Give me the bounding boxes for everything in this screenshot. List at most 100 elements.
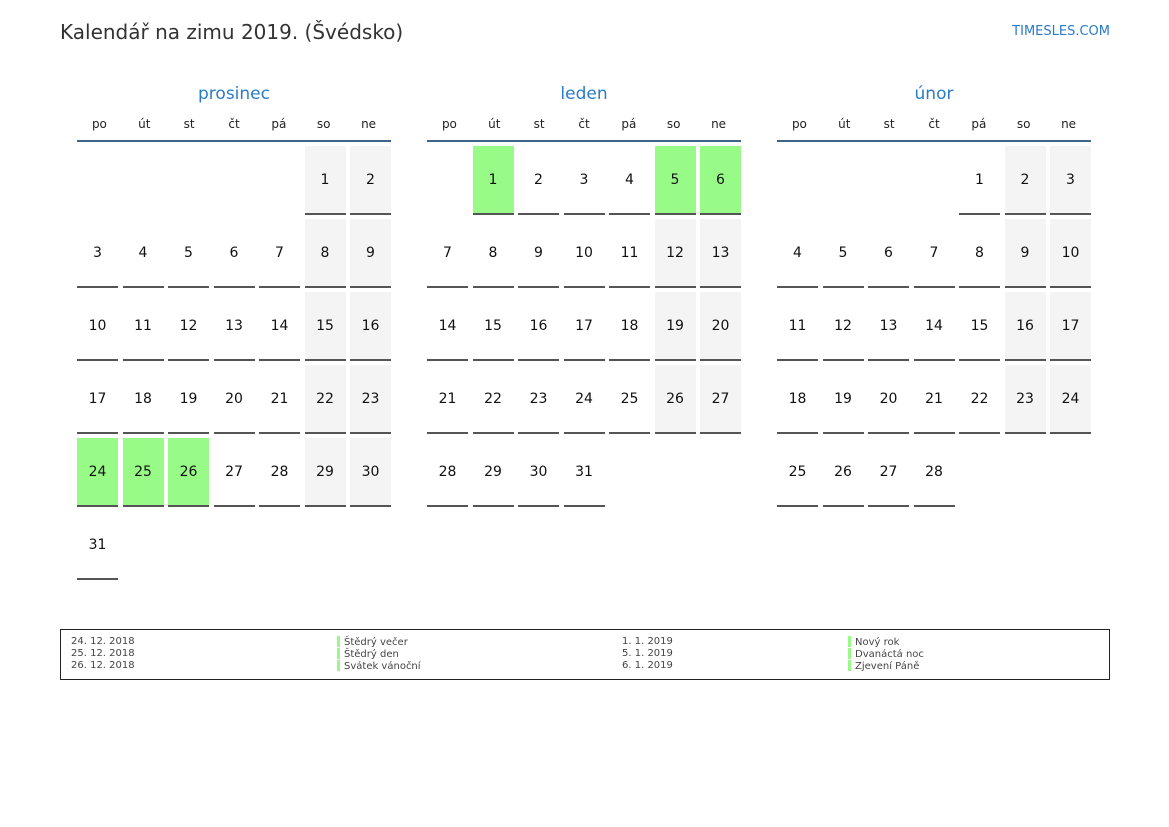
day-cell: 6 xyxy=(868,219,909,288)
holiday-color-marker xyxy=(337,648,340,659)
day-cell: 9 xyxy=(350,219,391,288)
day-cell: 23 xyxy=(350,365,391,434)
weekday-label: po xyxy=(91,117,107,131)
legend-name: Štědrý den xyxy=(344,649,399,660)
day-cell: 25 xyxy=(122,438,164,507)
day-cell: 26 xyxy=(822,438,864,507)
day-cell: 23 xyxy=(518,365,559,434)
weekday-label: čt xyxy=(578,117,590,131)
weekday-label: út xyxy=(488,117,501,131)
day-cell: 24 xyxy=(563,365,605,434)
day-cell: 24 xyxy=(77,438,118,507)
holiday-color-marker xyxy=(848,660,851,671)
legend-name: Štědrý večer xyxy=(344,637,408,648)
weekday-label: ne xyxy=(361,117,377,131)
day-cell: 8 xyxy=(304,219,346,288)
month-name: prosinec xyxy=(198,84,270,104)
day-cell: 20 xyxy=(213,365,255,434)
day-cell: 25 xyxy=(777,438,818,507)
day-cell: 29 xyxy=(304,438,346,507)
weekday-label: so xyxy=(316,117,331,131)
day-cell: 21 xyxy=(427,365,468,434)
day-cell: 16 xyxy=(518,292,559,361)
day-cell: 25 xyxy=(609,365,650,434)
day-cell: 18 xyxy=(122,365,164,434)
brand-link[interactable]: TIMESLES.COM xyxy=(1012,24,1110,39)
weekday-label: so xyxy=(1016,117,1031,131)
day-cell: 15 xyxy=(959,292,1000,361)
legend-name: Dvanáctá noc xyxy=(855,649,924,660)
day-cell: 21 xyxy=(913,365,955,434)
day-cell: 9 xyxy=(518,219,559,288)
day-cell: 15 xyxy=(472,292,514,361)
day-cell: 12 xyxy=(822,292,864,361)
day-cell: 5 xyxy=(822,219,864,288)
day-cell: 4 xyxy=(609,146,650,215)
day-cell: 22 xyxy=(304,365,346,434)
day-cell: 23 xyxy=(1004,365,1046,434)
day-cell: 5 xyxy=(168,219,209,288)
day-cell: 18 xyxy=(609,292,650,361)
legend-date: 1. 1. 2019 xyxy=(622,636,673,647)
legend-holiday: Dvanáctá noc xyxy=(848,648,924,661)
day-cell: 20 xyxy=(700,292,741,361)
day-cell: 6 xyxy=(700,146,741,215)
weekday-label: st xyxy=(183,117,195,131)
legend-holiday: Zjevení Páně xyxy=(848,660,919,673)
day-cell: 5 xyxy=(654,146,696,215)
holiday-color-marker xyxy=(848,648,851,659)
weekday-label: so xyxy=(666,117,681,131)
legend-date: 6. 1. 2019 xyxy=(622,660,673,671)
day-cell: 2 xyxy=(518,146,559,215)
day-cell: 19 xyxy=(822,365,864,434)
day-cell: 17 xyxy=(563,292,605,361)
legend-date: 24. 12. 2018 xyxy=(71,636,135,647)
day-cell: 15 xyxy=(304,292,346,361)
day-cell: 2 xyxy=(1004,146,1046,215)
day-cell: 2 xyxy=(350,146,391,215)
day-cell: 8 xyxy=(472,219,514,288)
day-cell: 9 xyxy=(1004,219,1046,288)
holiday-legend: 24. 12. 2018 Štědrý večer 25. 12. 2018 Štěd… xyxy=(60,629,1110,680)
day-cell: 10 xyxy=(563,219,605,288)
day-cell: 1 xyxy=(959,146,1000,215)
day-cell: 7 xyxy=(427,219,468,288)
month-1: leden po út st čt pá so ne 1 2 3 4 5 6 7 8 9 10 11 12 13 14… xyxy=(427,84,741,507)
day-cell: 13 xyxy=(868,292,909,361)
day-cell: 7 xyxy=(259,219,300,288)
day-cell: 19 xyxy=(654,292,696,361)
day-cell: 1 xyxy=(472,146,514,215)
day-cell: 16 xyxy=(1004,292,1046,361)
legend-holiday: Svátek vánoční xyxy=(337,660,421,673)
day-cell: 12 xyxy=(168,292,209,361)
legend-date: 5. 1. 2019 xyxy=(622,648,673,659)
holiday-color-marker xyxy=(848,636,851,647)
day-cell: 29 xyxy=(472,438,514,507)
day-cell: 27 xyxy=(700,365,741,434)
legend-name: Zjevení Páně xyxy=(855,661,920,672)
day-cell: 13 xyxy=(213,292,255,361)
day-cell: 4 xyxy=(777,219,818,288)
day-cell: 27 xyxy=(213,438,255,507)
day-cell: 30 xyxy=(518,438,559,507)
day-cell: 7 xyxy=(913,219,955,288)
month-name: leden xyxy=(560,84,608,104)
day-cell: 10 xyxy=(1050,219,1091,288)
day-cell: 26 xyxy=(654,365,696,434)
header-divider xyxy=(777,140,1091,142)
day-cell: 31 xyxy=(563,438,605,507)
day-cell: 1 xyxy=(304,146,346,215)
month-2: únor po út st čt pá so ne 1 2 3 4 5 6 7 8 9 10 11 12 13 14 1… xyxy=(777,84,1091,507)
header-divider xyxy=(427,140,741,142)
legend-holiday: Štědrý den xyxy=(337,648,399,661)
month-0: prosinec po út st čt pá so ne 1 2 3 4 5 6 7 8 9 10 11 12 1… xyxy=(77,84,391,580)
day-cell: 14 xyxy=(427,292,468,361)
day-cell: 14 xyxy=(259,292,300,361)
day-cell: 3 xyxy=(77,219,118,288)
day-cell: 27 xyxy=(868,438,909,507)
legend-date: 25. 12. 2018 xyxy=(71,648,135,659)
day-cell: 28 xyxy=(427,438,468,507)
holiday-color-marker xyxy=(337,636,340,647)
weekday-label: út xyxy=(138,117,151,131)
legend-holiday: Nový rok xyxy=(848,636,899,649)
